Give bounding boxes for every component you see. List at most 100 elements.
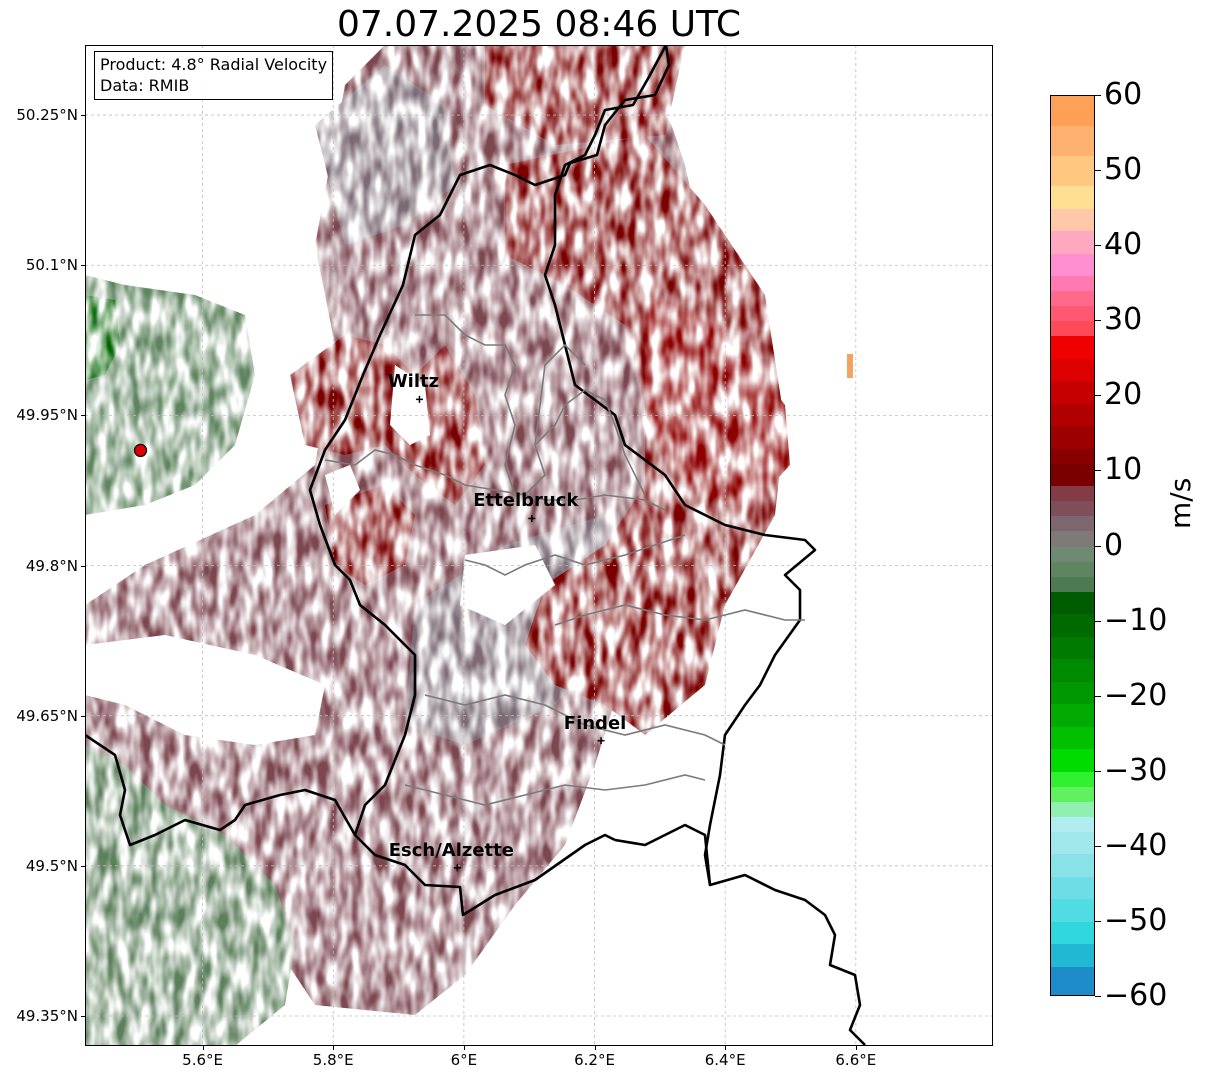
- product-label: Product: 4.8° Radial Velocity: [100, 55, 328, 74]
- colorbar-band: [1051, 403, 1094, 427]
- colorbar-band: [1051, 726, 1094, 750]
- colorbar-tick-label: 0: [1104, 527, 1124, 563]
- colorbar-tick-mark: [1095, 920, 1101, 922]
- colorbar-band: [1051, 336, 1094, 360]
- lat-tick-label: 50.1°N: [25, 256, 78, 275]
- colorbar-band: [1051, 321, 1094, 337]
- lat-tick-label: 49.8°N: [25, 556, 78, 575]
- product-info-box: Product: 4.8° Radial Velocity Data: RMIB: [94, 51, 334, 100]
- city-marker[interactable]: [453, 864, 461, 872]
- colorbar-band: [1051, 426, 1094, 450]
- city-marker[interactable]: [528, 514, 536, 522]
- velocity-area-approaching-southwest: [85, 745, 295, 1046]
- colorbar-band: [1051, 448, 1094, 465]
- lat-tick-label: 49.35°N: [16, 1006, 78, 1025]
- colorbar-tick-label: −10: [1104, 602, 1168, 638]
- colorbar-band: [1051, 801, 1094, 818]
- colorbar-band: [1051, 591, 1094, 615]
- velocity-area-receding-core: [645, 295, 790, 515]
- colorbar-band: [1051, 516, 1094, 533]
- colorbar-band: [1051, 681, 1094, 705]
- colorbar-band: [1051, 231, 1094, 255]
- colorbar-tick-label: −20: [1104, 677, 1168, 713]
- colorbar-tick-mark: [1095, 95, 1101, 96]
- radar-site-marker[interactable]: [133, 443, 148, 458]
- colorbar-tick-label: −40: [1104, 827, 1168, 863]
- velocity-area-wiltz-cluster: [290, 335, 485, 585]
- colorbar-band: [1051, 771, 1094, 788]
- map-gridlines: [85, 45, 993, 1046]
- colorbar-tick-label: 60: [1104, 77, 1143, 112]
- lon-tick-label: 6.4°E: [704, 1051, 746, 1069]
- colorbar-band: [1051, 253, 1094, 277]
- colorbar-tick-mark: [1095, 470, 1101, 472]
- colorbar-band: [1051, 966, 1094, 995]
- lat-tick-label: 49.5°N: [25, 856, 78, 875]
- lon-tick-mark: [725, 1046, 727, 1050]
- colorbar-band: [1051, 944, 1094, 968]
- colorbar-band: [1051, 501, 1094, 518]
- country-borders: [85, 45, 866, 1046]
- city-markers: [415, 395, 605, 872]
- velocity-area-approaching-strong: [85, 295, 120, 380]
- colorbar-tick-label: 10: [1104, 452, 1143, 488]
- lon-tick-mark: [333, 1046, 335, 1050]
- no-echo-areas: [85, 45, 993, 1046]
- lat-tick-mark: [81, 865, 85, 867]
- colorbar-band: [1051, 381, 1094, 405]
- lat-tick-mark: [81, 1015, 85, 1017]
- colorbar-band: [1051, 486, 1094, 503]
- colorbar-tick-label: 30: [1104, 302, 1143, 338]
- colorbar-band: [1051, 208, 1094, 232]
- lon-tick-label: 6.2°E: [574, 1051, 615, 1069]
- colorbar-tick-label: 40: [1104, 227, 1143, 263]
- colorbar-tick-mark: [1095, 770, 1101, 772]
- colorbar-tick-mark: [1095, 695, 1101, 697]
- colorbar-band: [1051, 276, 1094, 292]
- velocity-area-receding-strong: [485, 45, 785, 735]
- radar-map[interactable]: [85, 45, 993, 1046]
- colorbar-tick-mark: [1095, 620, 1101, 622]
- colorbar-band: [1051, 358, 1094, 382]
- velocity-area-approaching-west: [85, 275, 255, 515]
- colorbar-band: [1051, 546, 1094, 563]
- city-marker[interactable]: [597, 737, 605, 745]
- city-marker[interactable]: [415, 395, 423, 403]
- colorbar-tick-mark: [1095, 996, 1101, 997]
- colorbar-band: [1051, 749, 1094, 773]
- colorbar-tick-label: −30: [1104, 752, 1168, 788]
- colorbar-unit-label: m/s: [1164, 477, 1197, 529]
- lon-tick-label: 6°E: [450, 1051, 478, 1069]
- colorbar-band: [1051, 614, 1094, 638]
- colorbar-tick-mark: [1095, 320, 1101, 322]
- colorbar-tick-mark: [1095, 545, 1101, 547]
- colorbar-band: [1051, 463, 1094, 488]
- lat-tick-label: 49.95°N: [16, 406, 78, 425]
- lon-tick-label: 5.8°E: [312, 1051, 354, 1069]
- colorbar-band: [1051, 831, 1094, 855]
- colorbar-tick-mark: [1095, 395, 1101, 397]
- city-label: Findel: [563, 712, 627, 734]
- colorbar-band: [1051, 96, 1094, 127]
- lat-tick-label: 49.65°N: [16, 706, 78, 725]
- city-label: Ettelbruck: [473, 490, 579, 512]
- colorbar-band: [1051, 899, 1094, 923]
- radar-map-canvas[interactable]: [85, 45, 993, 1046]
- velocity-field: [85, 45, 790, 1046]
- map-title: 07.07.2025 08:46 UTC: [336, 4, 742, 45]
- lon-tick-mark: [463, 1046, 465, 1050]
- colorbar-band: [1051, 531, 1094, 548]
- colorbar-tick-mark: [1095, 170, 1101, 172]
- lon-tick-label: 5.6°E: [182, 1051, 223, 1069]
- lon-tick-label: 6.6°E: [835, 1051, 877, 1069]
- isolated-echo-east: [847, 354, 853, 378]
- border-belgium-luxembourg: [308, 45, 671, 917]
- lat-tick-mark: [81, 565, 85, 567]
- lat-tick-mark: [81, 265, 85, 267]
- colorbar-band: [1051, 156, 1094, 187]
- colorbar-band: [1051, 659, 1094, 683]
- colorbar-band: [1051, 291, 1094, 307]
- border-luxembourg-germany: [543, 45, 817, 886]
- colorbar-band: [1051, 704, 1094, 728]
- district-borders: [324, 314, 805, 806]
